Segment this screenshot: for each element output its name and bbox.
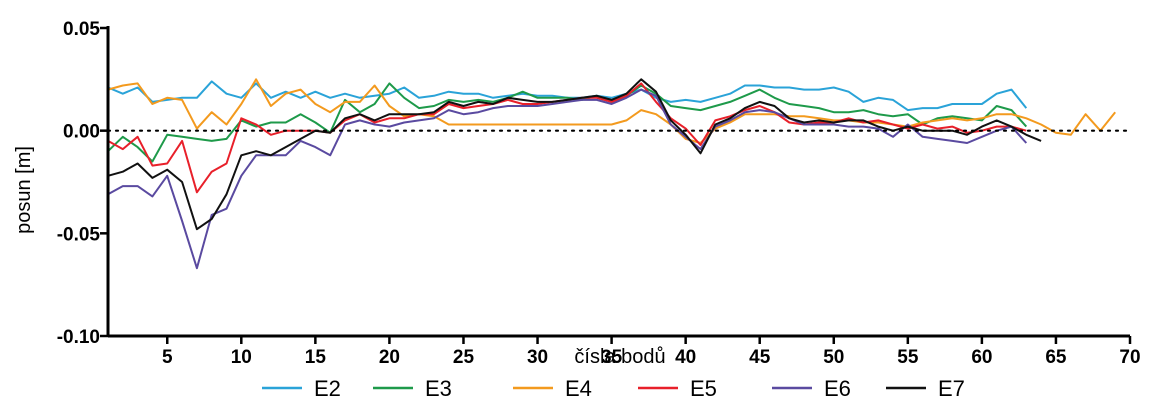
x-tick-label: 20 bbox=[379, 347, 400, 368]
legend-label-e3: E3 bbox=[425, 376, 452, 401]
x-axis-label: čísla bodů bbox=[574, 346, 665, 368]
x-tick-label: 15 bbox=[305, 347, 327, 368]
x-tick-label: 45 bbox=[749, 347, 771, 368]
legend-label-e5: E5 bbox=[690, 376, 717, 401]
x-tick-label: 35 bbox=[601, 347, 623, 368]
y-tick-label: 0.05 bbox=[63, 19, 100, 40]
x-tick-label: 40 bbox=[675, 347, 696, 368]
y-tick-label: -0.10 bbox=[57, 327, 100, 348]
x-tick-label: 5 bbox=[162, 347, 173, 368]
y-tick-labels: 0.05 0.00 -0.05 -0.10 bbox=[57, 19, 101, 348]
series-line-e3 bbox=[107, 82, 1028, 163]
x-tick-label: 25 bbox=[453, 347, 475, 368]
x-tick-labels: 5 10 15 20 25 30 35 40 45 50 55 60 65 70 bbox=[162, 347, 1141, 368]
x-tick-label: 50 bbox=[823, 347, 844, 368]
legend-label-e2: E2 bbox=[314, 376, 341, 401]
x-tick-label: 10 bbox=[231, 347, 252, 368]
y-tick-label: 0.00 bbox=[63, 122, 100, 143]
series-line-e6 bbox=[107, 88, 1028, 270]
plot-lines bbox=[107, 78, 1116, 270]
legend-label-e6: E6 bbox=[824, 376, 851, 401]
x-tick-label: 60 bbox=[971, 347, 992, 368]
series-line-e7 bbox=[107, 78, 1042, 231]
axes bbox=[100, 26, 1132, 344]
x-tick-label: 55 bbox=[897, 347, 919, 368]
y-axis-label: posun [m] bbox=[13, 146, 35, 234]
legend-label-e7: E7 bbox=[938, 376, 965, 401]
legend-label-e4: E4 bbox=[565, 376, 592, 401]
x-tick-label: 65 bbox=[1045, 347, 1067, 368]
y-tick-label: -0.05 bbox=[57, 224, 101, 245]
legend: E2 E3 E4 E5 E6 E7 bbox=[262, 376, 965, 401]
x-tick-label: 30 bbox=[527, 347, 548, 368]
series-line-e4 bbox=[107, 78, 1116, 144]
x-tick-label: 70 bbox=[1119, 347, 1140, 368]
